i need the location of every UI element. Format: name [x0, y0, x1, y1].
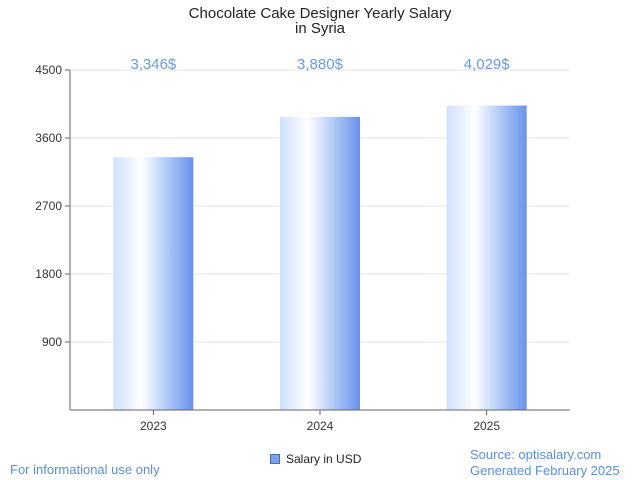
- x-tick-label: 2024: [307, 419, 334, 433]
- x-tick-label: 2025: [473, 419, 500, 433]
- bar: [113, 157, 194, 410]
- bar: [280, 116, 360, 410]
- legend-label: Salary in USD: [286, 452, 362, 466]
- axes: 900 1800 2700 3600 4500 2023 2024 2025: [35, 63, 570, 433]
- y-tick-label: 900: [42, 335, 62, 349]
- bars: 3,346$ 3,880$ 4,029$: [113, 56, 527, 410]
- y-tick-label: 2700: [35, 199, 62, 213]
- source-block: Source: optisalary.com Generated Februar…: [470, 447, 620, 479]
- bar-value-label: 4,029$: [464, 56, 511, 73]
- source-text: Source: optisalary.com: [470, 447, 602, 462]
- disclaimer-text: For informational use only: [10, 462, 160, 477]
- legend-swatch: [270, 454, 280, 464]
- chart-title-line2: in Syria: [295, 20, 346, 37]
- bar-value-label: 3,880$: [297, 56, 344, 73]
- y-tick-label: 1800: [35, 267, 62, 281]
- y-tick-label: 4500: [35, 63, 62, 77]
- chart-title-line1: Chocolate Cake Designer Yearly Salary: [189, 5, 452, 22]
- bar: [446, 105, 527, 410]
- y-tick-label: 3600: [35, 131, 62, 145]
- generated-text: Generated February 2025: [470, 463, 620, 478]
- bar-value-label: 3,346$: [130, 56, 177, 73]
- x-tick-label: 2023: [140, 419, 167, 433]
- legend: Salary in USD: [270, 452, 361, 466]
